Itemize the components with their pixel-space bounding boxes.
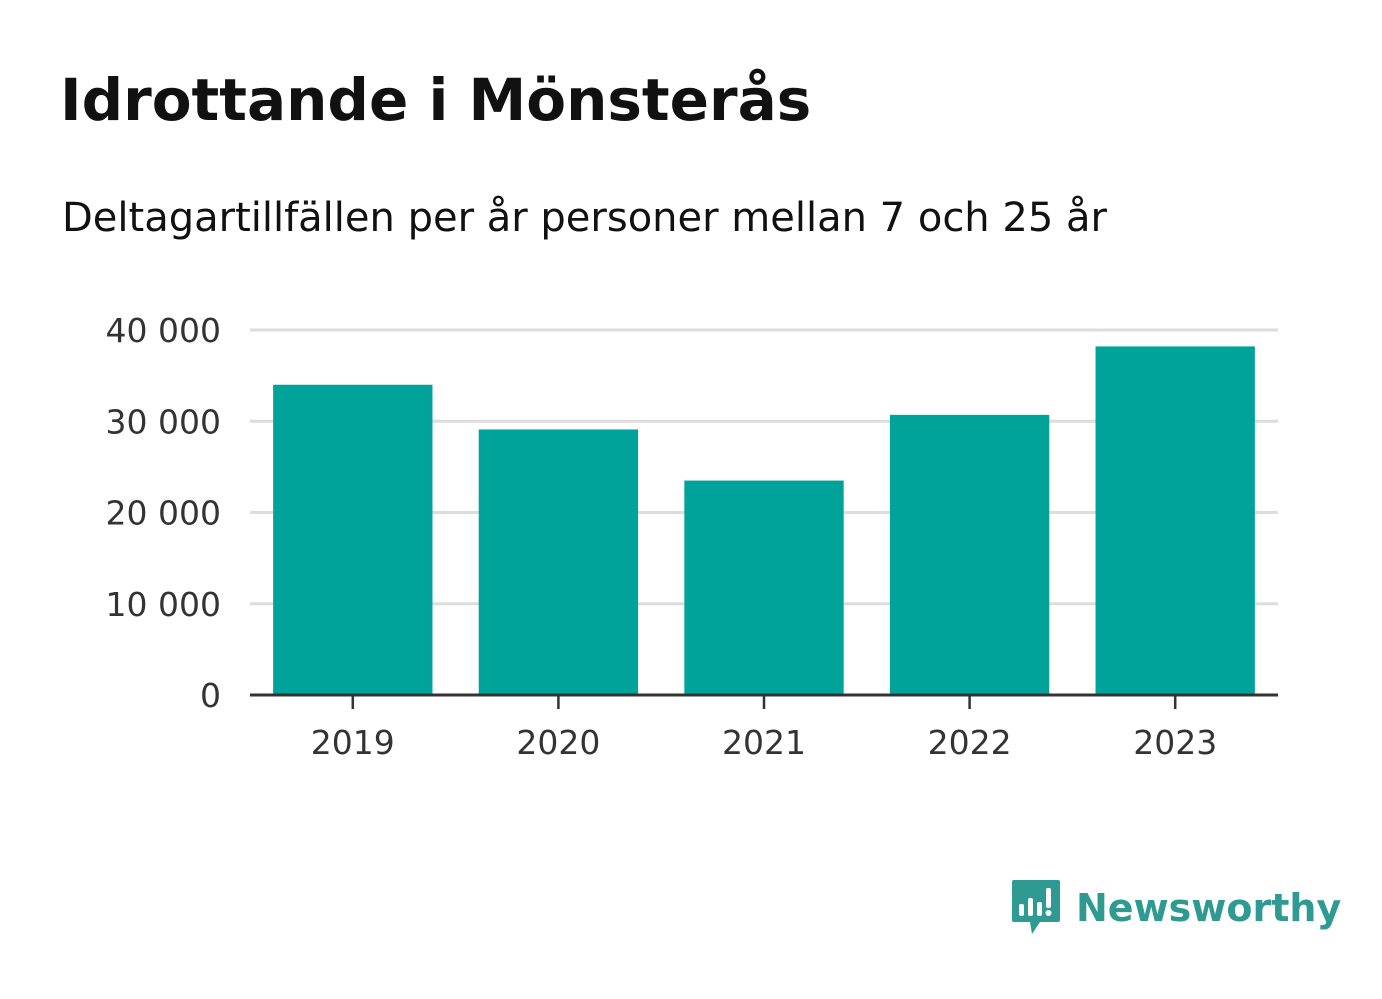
y-tick-label: 40 000	[106, 311, 221, 350]
x-tick-label: 2022	[928, 723, 1012, 762]
bars	[273, 346, 1255, 695]
x-tick-label: 2021	[722, 723, 806, 762]
y-tick-label: 20 000	[106, 494, 221, 533]
x-tick-label: 2019	[311, 723, 395, 762]
x-tick-label: 2020	[516, 723, 600, 762]
y-tick-label: 30 000	[106, 402, 221, 441]
bar-2021	[684, 480, 844, 695]
bar-2023	[1095, 346, 1255, 695]
logo-text: Newsworthy	[1076, 886, 1342, 930]
bar-2020	[478, 429, 639, 695]
chart-subtitle: Deltagartillfällen per år personer mella…	[62, 195, 1107, 241]
chart-title: Idrottande i Mönsterås	[60, 66, 812, 134]
bar-2022	[889, 414, 1050, 695]
y-tick-label: 0	[200, 676, 221, 715]
axes: 0 10 000 20 000 30 000 40 000 2019 2020 2021 202…	[106, 311, 1278, 762]
bar-2019	[273, 384, 433, 695]
x-tick-label: 2023	[1133, 723, 1217, 762]
y-tick-label: 10 000	[106, 585, 221, 624]
bar-chart-speech-bubble-icon	[1012, 880, 1060, 934]
newsworthy-logo: Newsworthy	[1010, 878, 1341, 938]
